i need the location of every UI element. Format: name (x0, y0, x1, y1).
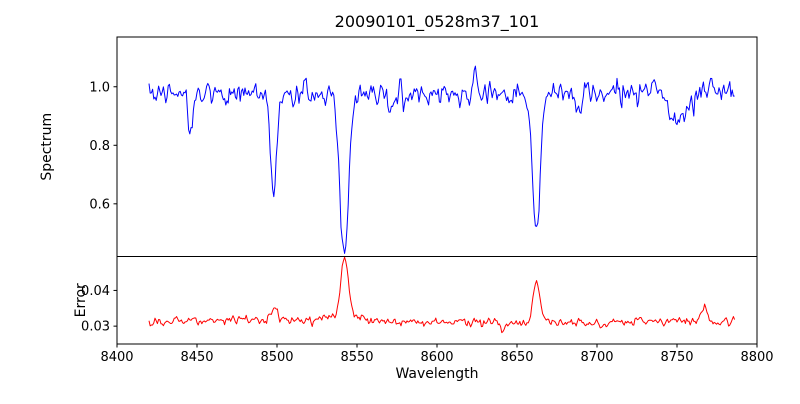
tick-label: 8500 (260, 350, 293, 365)
tick-label: 8600 (420, 350, 453, 365)
tick-label: 0.6 (89, 197, 110, 212)
tick-label: 0.8 (89, 139, 110, 154)
xticks: 8400 8450 8500 8550 8600 8650 8700 8750 8800 (100, 344, 774, 365)
tick-label: 8550 (340, 350, 373, 365)
spectrum-subplot: 0.6 0.8 1.0 Spectrum (39, 36, 758, 257)
chart-title: 20090101_0528m37_101 (335, 12, 540, 32)
error-axes-box (116, 256, 758, 345)
tick-label: 8650 (500, 350, 533, 365)
tick-label: 8700 (580, 350, 613, 365)
spectrum-yticks: 0.6 0.8 1.0 (89, 80, 117, 212)
tick-label: 8450 (180, 350, 213, 365)
error-line (148, 256, 736, 334)
spectrum-axes-box (116, 36, 758, 257)
tick-label: 8750 (660, 350, 693, 365)
tick-label: 8800 (740, 350, 773, 365)
tick-label: 1.0 (89, 80, 110, 95)
spectrum-line (148, 65, 735, 254)
tick-label: 0.04 (81, 284, 110, 299)
spectrum-ylabel: Spectrum (39, 113, 55, 181)
error-yticks: 0.03 0.04 (81, 284, 117, 335)
error-subplot: 0.03 0.04 8400 8450 8500 8550 8600 8650 8700 875… (73, 256, 774, 382)
x-axis-label: Wavelength (395, 366, 478, 382)
tick-label: 0.03 (81, 320, 110, 335)
tick-label: 8400 (100, 350, 133, 365)
error-ylabel: Error (73, 283, 89, 317)
